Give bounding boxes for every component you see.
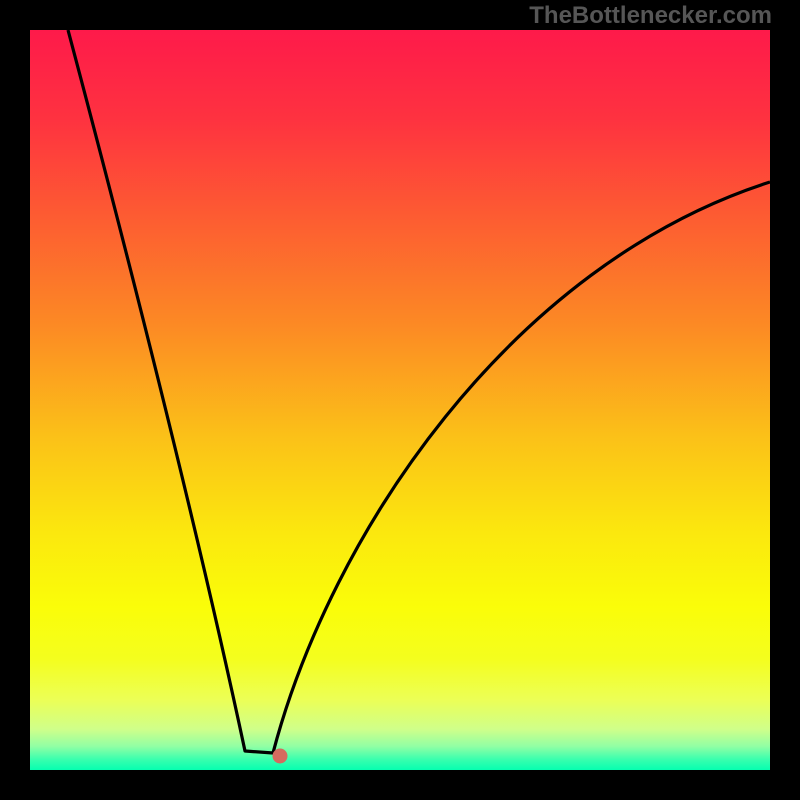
minimum-marker — [273, 749, 288, 764]
gradient-background — [30, 30, 770, 770]
frame-border-bottom — [0, 770, 800, 800]
chart-plot-area — [30, 30, 770, 770]
frame-border-left — [0, 0, 30, 800]
watermark-text: TheBottlenecker.com — [529, 2, 772, 30]
chart-svg — [30, 30, 770, 770]
frame-border-right — [770, 0, 800, 800]
